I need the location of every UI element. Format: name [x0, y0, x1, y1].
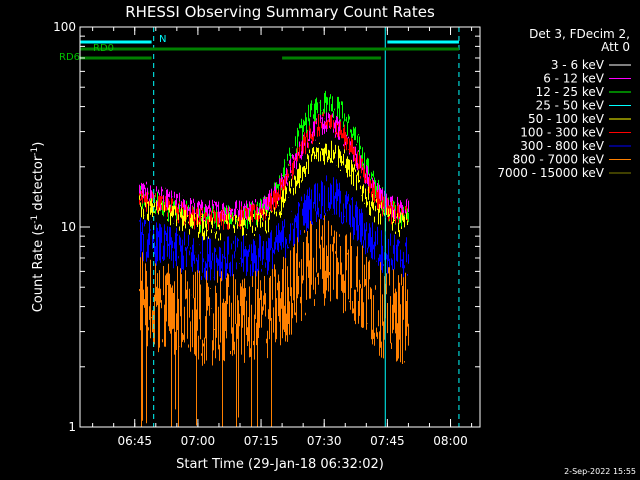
legend-label: 300 - 800 keV: [520, 139, 604, 153]
y-tick-label: 100: [53, 20, 76, 34]
legend-header-1: Det 3, FDecim 2,: [529, 27, 630, 41]
chart-title: RHESSI Observing Summary Count Rates: [125, 3, 435, 21]
night-label: N: [159, 34, 166, 45]
y-tick-label: 1: [68, 420, 76, 434]
y-axis-label: Count Rate (s-1 detector-1): [30, 142, 46, 313]
x-tick-label: 07:15: [244, 434, 279, 448]
x-tick-label: 07:30: [307, 434, 342, 448]
legend-label: 12 - 25 keV: [536, 85, 605, 99]
legend-label: 800 - 7000 keV: [513, 153, 605, 167]
legend-label: 100 - 300 keV: [520, 126, 604, 140]
series-3-6keV: [139, 158, 409, 252]
y-label-end: ): [31, 142, 46, 147]
attenuator-label-rd6: RD6: [59, 52, 80, 63]
attenuator-label-rd0: RD0: [93, 43, 114, 54]
data-layer: [139, 27, 460, 427]
series-300-800keV: [139, 175, 409, 281]
axis-ticks: 06:45 07:00 07:15 07:30 07:45 08:00 1 10 100: [53, 20, 480, 448]
legend-label: 50 - 100 keV: [528, 112, 605, 126]
flag-bars: [80, 40, 459, 60]
y-label-sup: -1: [30, 215, 40, 224]
x-axis-label: Start Time (29-Jan-18 06:32:02): [176, 457, 384, 472]
legend-label: 7000 - 15000 keV: [497, 166, 604, 180]
legend-label: 3 - 6 keV: [551, 58, 605, 72]
y-label-sup2: -1: [30, 147, 40, 156]
x-tick-label: 06:45: [117, 434, 152, 448]
footer-date: 2-Sep-2022 15:55: [564, 467, 636, 476]
x-tick-label: 07:45: [370, 434, 405, 448]
y-label-main: Count Rate (s: [31, 224, 46, 313]
x-tick-label: 08:00: [433, 434, 468, 448]
y-label-mid: detector: [31, 155, 46, 215]
y-tick-label: 10: [61, 220, 76, 234]
series-800-7000keV: [139, 215, 409, 427]
legend-label: 6 - 12 keV: [543, 72, 605, 86]
x-tick-label: 07:00: [181, 434, 216, 448]
legend-header-2: Att 0: [601, 40, 630, 54]
legend-label: 25 - 50 keV: [536, 99, 605, 113]
